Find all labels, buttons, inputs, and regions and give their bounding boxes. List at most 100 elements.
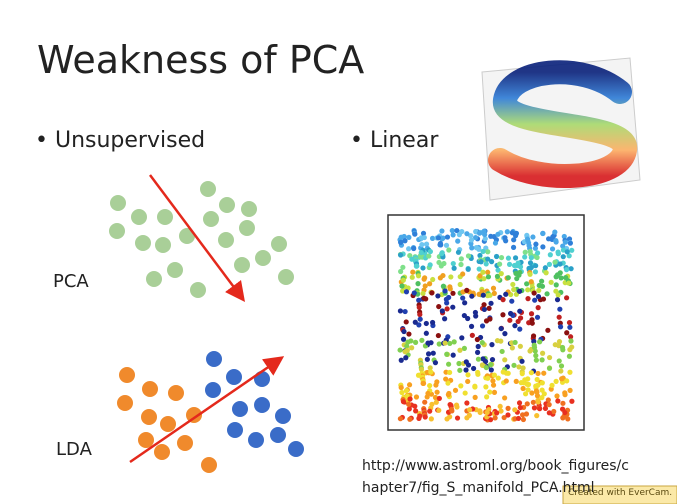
dot	[485, 269, 491, 275]
label: PCA	[53, 271, 89, 292]
dot	[531, 338, 537, 344]
dot	[509, 298, 515, 304]
dot	[477, 252, 483, 259]
dot	[458, 383, 464, 389]
dot	[460, 295, 466, 301]
dot	[547, 252, 553, 258]
dot	[559, 406, 566, 412]
dot	[491, 290, 497, 296]
dot	[487, 292, 493, 298]
dot	[457, 281, 463, 288]
dot	[452, 387, 459, 393]
dot	[567, 324, 573, 330]
dot	[406, 246, 412, 252]
dot	[226, 369, 242, 385]
dot	[219, 197, 235, 213]
dot	[455, 238, 461, 244]
dot	[495, 375, 501, 381]
dot	[488, 367, 494, 373]
dot	[463, 367, 469, 373]
dot	[503, 378, 509, 384]
dot	[494, 410, 500, 416]
dot	[465, 315, 471, 322]
dot	[417, 311, 423, 318]
dot	[465, 378, 471, 385]
dot	[533, 263, 539, 269]
dot	[516, 288, 523, 294]
dot	[515, 260, 521, 266]
dot	[402, 238, 408, 244]
dot	[485, 274, 492, 280]
dot	[490, 285, 497, 291]
dot	[432, 360, 439, 366]
dot	[540, 244, 546, 250]
dot	[482, 231, 488, 238]
dot	[544, 291, 550, 297]
dot	[451, 265, 457, 271]
dot	[512, 323, 518, 329]
dot	[428, 369, 434, 375]
dot	[533, 357, 539, 363]
dot	[440, 283, 446, 289]
dot	[534, 413, 540, 419]
dot	[498, 271, 504, 277]
dot	[527, 260, 534, 266]
dot	[540, 350, 546, 356]
dot	[465, 266, 471, 272]
dot	[505, 255, 512, 261]
dot	[513, 378, 519, 384]
dot	[555, 251, 561, 257]
dot	[530, 234, 536, 240]
bullet-text: Linear	[369, 128, 439, 153]
dot	[507, 317, 513, 323]
dot	[557, 261, 563, 267]
dot	[425, 351, 432, 357]
dot	[131, 209, 147, 225]
dot	[475, 371, 481, 377]
dot	[477, 273, 483, 279]
dot	[437, 242, 443, 248]
dot	[442, 340, 448, 346]
dot	[422, 283, 428, 289]
dot	[448, 274, 454, 280]
dot	[436, 259, 442, 266]
dot	[490, 382, 497, 388]
dot	[511, 362, 517, 368]
dot	[451, 339, 457, 345]
dot	[201, 457, 217, 473]
dot	[541, 370, 547, 376]
dot	[468, 323, 475, 329]
dot	[473, 313, 479, 319]
watermark: Created with EverCam.	[568, 488, 673, 498]
dot	[517, 404, 523, 411]
dot	[483, 384, 489, 390]
dot	[436, 407, 442, 413]
dot	[400, 336, 407, 342]
dot	[534, 314, 541, 320]
dot	[200, 181, 216, 197]
dot	[416, 304, 422, 310]
dot	[278, 269, 294, 285]
dot	[553, 239, 559, 245]
dot	[557, 324, 564, 330]
dot	[528, 279, 534, 285]
dot	[520, 385, 526, 392]
dot	[462, 300, 468, 306]
dot	[539, 278, 545, 284]
dot	[481, 306, 488, 313]
dot	[411, 290, 417, 296]
dot	[482, 236, 488, 242]
dot	[535, 293, 542, 300]
dot	[421, 234, 427, 241]
dot	[472, 394, 478, 400]
dot	[413, 408, 419, 414]
dot	[138, 432, 154, 448]
dot	[412, 319, 418, 325]
dot	[528, 311, 535, 317]
dot	[531, 290, 537, 296]
dot	[465, 372, 471, 378]
dot	[550, 234, 556, 240]
dot	[406, 234, 412, 240]
dot	[560, 347, 566, 353]
